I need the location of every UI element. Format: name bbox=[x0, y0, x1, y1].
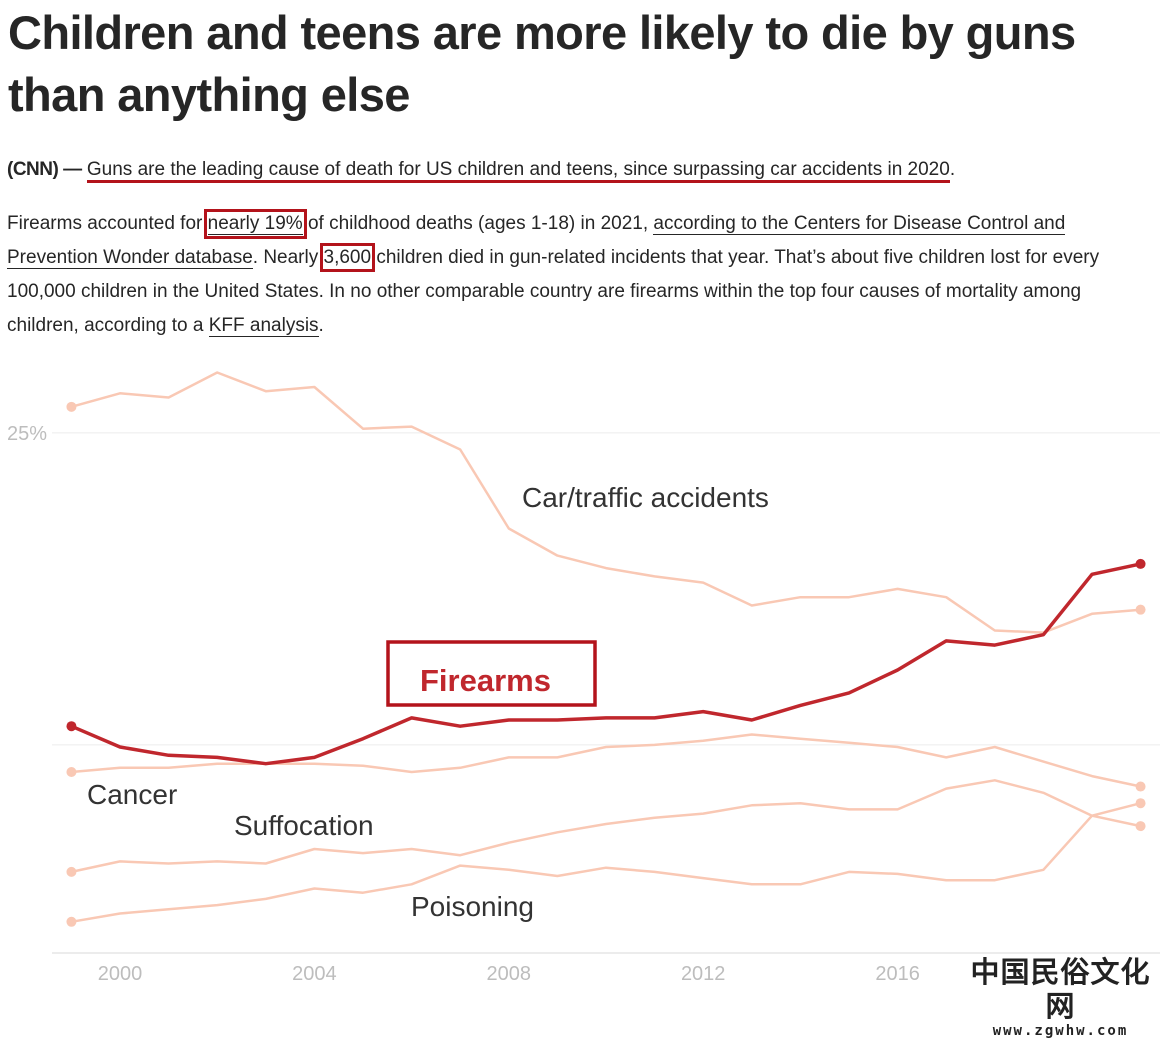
series-line bbox=[71, 779, 1141, 874]
end-dot bbox=[66, 721, 77, 732]
byline: (CNN) — bbox=[7, 159, 82, 180]
end-dot bbox=[1135, 821, 1146, 832]
watermark-title: 中国民俗文化网 bbox=[970, 955, 1151, 1023]
watermark: 中国民俗文化网 www.zgwhw.com bbox=[958, 955, 1163, 1039]
text: . bbox=[949, 159, 956, 180]
text: of childhood deaths (ages 1-18) in 2021, bbox=[307, 213, 649, 234]
series-label: Firearms bbox=[420, 663, 551, 698]
end-dot bbox=[66, 401, 77, 412]
x-tick-label: 2016 bbox=[875, 963, 920, 985]
paragraph: Firearms accounted for nearly 19% of chi… bbox=[7, 207, 1157, 343]
series-label: Poisoning bbox=[411, 891, 534, 922]
end-dot bbox=[66, 866, 77, 877]
end-dot bbox=[1135, 604, 1146, 615]
link[interactable]: nearly 19% bbox=[203, 209, 307, 239]
paragraph: (CNN) — Guns are the leading cause of de… bbox=[7, 153, 1157, 187]
x-tick-label: 2008 bbox=[487, 963, 532, 985]
end-dot bbox=[1135, 781, 1146, 792]
end-dot bbox=[66, 916, 77, 927]
y-tick-label: 25% bbox=[7, 423, 47, 445]
link[interactable]: KFF analysis bbox=[208, 315, 319, 337]
headline: Children and teens are more likely to di… bbox=[8, 6, 1076, 121]
series-label: Car/traffic accidents bbox=[522, 482, 769, 513]
series-label: Suffocation bbox=[234, 810, 374, 841]
series-line bbox=[70, 562, 1141, 766]
text: children died in gun-related incidents t… bbox=[7, 247, 1100, 336]
lead-link[interactable]: Guns are the leading cause of death for … bbox=[86, 159, 950, 183]
series-line bbox=[71, 733, 1141, 788]
x-tick-label: 2012 bbox=[681, 963, 726, 985]
page: {"article": { "title": "Children and tee… bbox=[7, 6, 1160, 1039]
link[interactable]: according to the Centers for Disease Con… bbox=[7, 213, 1066, 269]
end-dot bbox=[1135, 798, 1146, 809]
x-tick-label: 2000 bbox=[98, 963, 143, 985]
highlight-box bbox=[386, 640, 597, 707]
text: . Nearly bbox=[252, 247, 319, 268]
end-dot bbox=[1135, 558, 1146, 569]
watermark-url: www.zgwhw.com bbox=[992, 1023, 1129, 1039]
end-dot bbox=[66, 766, 77, 777]
series-label: Cancer bbox=[87, 779, 177, 810]
highlight: 3,600 bbox=[319, 243, 376, 272]
series-line bbox=[71, 801, 1141, 924]
text: . bbox=[318, 315, 324, 336]
series-line bbox=[71, 371, 1141, 634]
chart: 25% 2000 2004 2008 2012 2016 Car/traffic accid… bbox=[7, 371, 1160, 985]
x-tick-label: 2004 bbox=[292, 963, 337, 985]
text: Firearms accounted for bbox=[7, 213, 203, 234]
